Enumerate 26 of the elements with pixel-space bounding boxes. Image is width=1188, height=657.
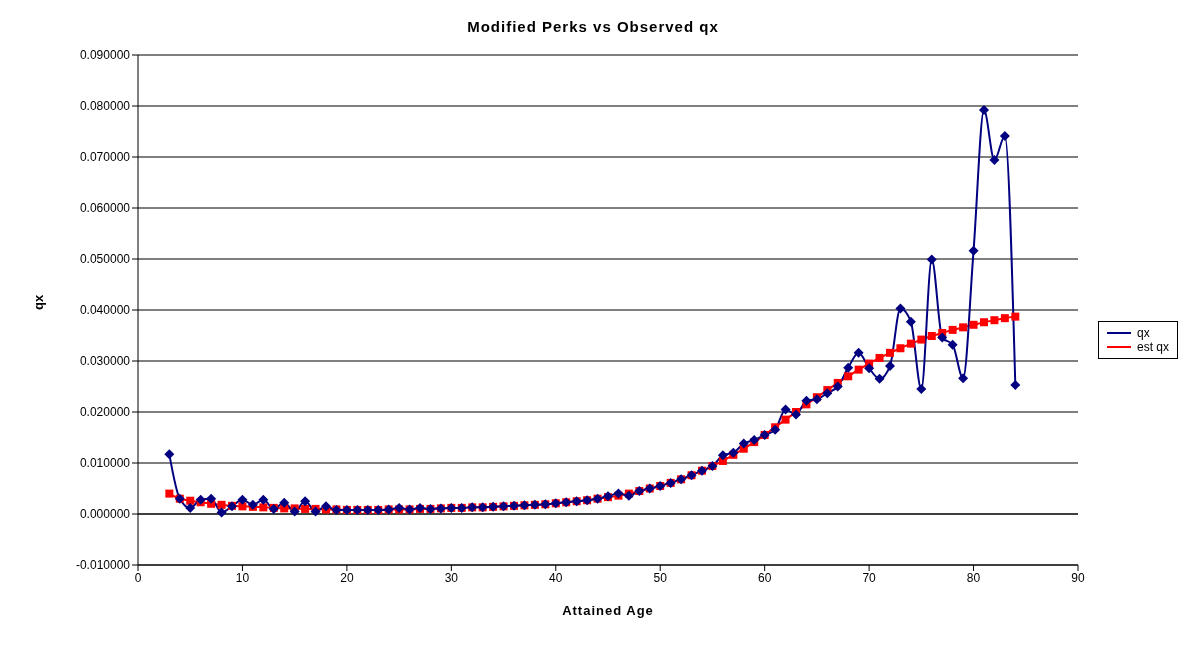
x-axis-title: Attained Age — [562, 603, 654, 618]
y-tick-label: 0.010000 — [79, 456, 131, 471]
y-tick-label: 0.000000 — [79, 507, 131, 522]
x-tick-label: 60 — [757, 570, 772, 585]
y-tick-label: 0.070000 — [79, 150, 131, 165]
y-tick-label: 0.040000 — [79, 303, 131, 318]
chart-title: Modified Perks vs Observed qx — [466, 17, 720, 35]
x-tick-label: 40 — [549, 570, 563, 585]
y-tick-label: 0.090000 — [79, 48, 131, 63]
x-tick-label: 0 — [134, 570, 142, 585]
y-tick-label: -0.010000 — [75, 558, 131, 573]
y-tick-label: 0.080000 — [79, 99, 131, 114]
legend-label: qx — [1136, 326, 1150, 340]
y-tick-label: 0.050000 — [79, 252, 131, 267]
y-tick-label: 0.030000 — [79, 354, 131, 369]
legend-label: est qx — [1136, 340, 1169, 354]
y-tick-label: 0.020000 — [79, 405, 131, 420]
x-tick-label: 90 — [1071, 570, 1085, 585]
x-tick-label: 30 — [444, 570, 459, 585]
x-tick-label: 70 — [862, 570, 877, 585]
x-tick-label: 50 — [653, 570, 668, 585]
x-tick-label: 20 — [340, 570, 354, 585]
y-axis-title: qx — [30, 294, 46, 310]
x-tick-label: 10 — [235, 570, 250, 585]
y-tick-label: 0.060000 — [79, 201, 131, 216]
x-tick-label: 80 — [966, 570, 981, 585]
